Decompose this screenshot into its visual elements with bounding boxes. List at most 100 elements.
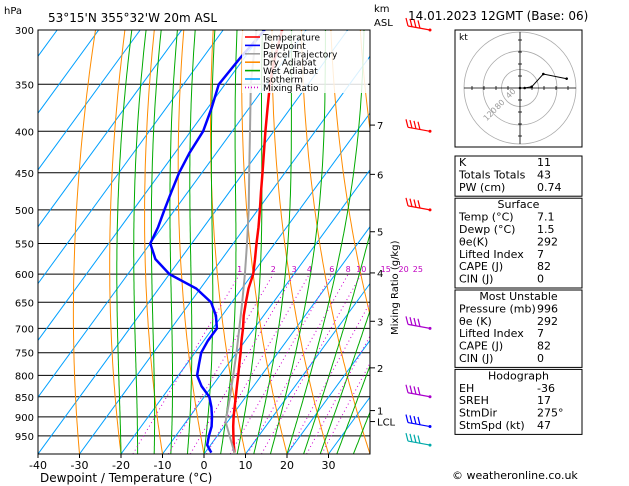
- mixing-ratio-line: [206, 273, 310, 454]
- wind-barb-feather: [413, 19, 417, 28]
- wind-barb: [405, 119, 432, 133]
- index-label: CIN (J): [459, 352, 493, 365]
- wet-adiabat-line: [336, 364, 370, 454]
- wind-barb-feather: [409, 415, 413, 424]
- wet-adiabat-line: [116, 30, 133, 454]
- index-value: 996: [537, 302, 558, 315]
- wind-barb-feather: [413, 415, 417, 425]
- temperature-tick-label: -30: [71, 459, 89, 472]
- index-label: Temp (°C): [458, 211, 514, 224]
- wind-barb-feather: [417, 416, 421, 426]
- legend-label: Isotherm: [263, 76, 303, 86]
- pressure-axis: 300 350 400 450 500 550 600 650 700 750 800 850 900 9…: [15, 26, 34, 443]
- dry-adiabat-line: [210, 30, 246, 454]
- index-value: 292: [537, 315, 558, 328]
- index-value: 292: [537, 235, 558, 248]
- indices-box: [454, 368, 583, 435]
- temperature-axis: -40 -30 -20 -10 0 10 20 30: [29, 454, 336, 472]
- index-value: 47: [537, 419, 551, 432]
- index-value: -36: [537, 382, 555, 395]
- wind-barb-dot: [428, 395, 432, 399]
- km-tick-label: 6: [377, 170, 383, 181]
- wet-adiabat-line: [253, 30, 293, 454]
- temperature-tick-label: -40: [29, 459, 47, 472]
- wind-barb-dot: [428, 129, 432, 133]
- mixing-ratio-label: 15: [381, 265, 391, 274]
- wet-adiabat-line: [150, 30, 162, 454]
- index-label: StmSpd (kt): [459, 419, 525, 432]
- index-label: CIN (J): [459, 273, 493, 286]
- wind-barb-feather: [405, 384, 409, 393]
- index-value: 11: [537, 156, 551, 169]
- index-value: 7.1: [537, 211, 555, 224]
- dry-adiabat-line: [300, 30, 370, 454]
- index-value: 0.74: [537, 181, 562, 194]
- index-label: Dewp (°C): [459, 223, 515, 236]
- indices-section-title: Most Unstable: [479, 290, 558, 303]
- isotherm-line: [286, 339, 370, 454]
- wet-adiabat-line: [133, 30, 147, 454]
- pressure-tick-label: 700: [15, 324, 34, 335]
- dry-adiabat-line: [109, 30, 126, 454]
- temperature-tick-label: 0: [201, 459, 208, 472]
- dry-adiabat-line: [144, 30, 163, 454]
- skewt-lines: [38, 30, 629, 454]
- dry-adiabat-line: [72, 30, 96, 454]
- index-label: CAPE (J): [459, 340, 503, 353]
- index-value: 7: [537, 248, 544, 261]
- index-value: 275°: [537, 407, 564, 420]
- mixing-ratio-label: 10: [356, 265, 366, 274]
- wet-adiabat-line: [169, 30, 178, 454]
- index-label: EH: [459, 382, 474, 395]
- hpa-unit-label: hPa: [4, 6, 22, 17]
- wet-adiabat-line: [286, 30, 365, 454]
- wind-barb: [405, 197, 432, 212]
- hodograph-point: [530, 85, 533, 89]
- pressure-tick-label: 800: [15, 371, 34, 382]
- wind-barb-feather: [417, 387, 421, 396]
- indices-box: [454, 155, 583, 197]
- wind-barb-dot: [428, 208, 432, 212]
- hodograph-point: [542, 72, 545, 76]
- mixing-ratio-label: 20: [399, 265, 409, 274]
- wind-barb-feather: [405, 414, 409, 423]
- wind-barb-feather: [417, 20, 421, 29]
- wind-barb-dot: [428, 326, 432, 330]
- index-label: Lifted Index: [459, 327, 524, 340]
- dewpoint-profile: [148, 30, 266, 454]
- hodograph-point: [523, 86, 526, 90]
- dry-adiabat-line: [359, 30, 370, 133]
- km-tick-label: 3: [377, 317, 383, 328]
- index-label: CAPE (J): [459, 260, 503, 273]
- mixing-ratio-line: [167, 273, 274, 454]
- wet-adiabat-line: [269, 30, 326, 454]
- wet-adiabat-line: [319, 309, 370, 454]
- wind-barb-feather: [405, 17, 409, 27]
- isotherm-line: [245, 282, 370, 454]
- dry-adiabat-line: [271, 30, 329, 454]
- mixing-ratio-label: 8: [346, 265, 351, 274]
- dry-adiabat-line: [330, 30, 370, 318]
- index-label: K: [459, 156, 467, 169]
- km-tick-label: 5: [377, 228, 383, 239]
- hodograph-point: [565, 77, 568, 80]
- mixing-ratio-label: 2: [271, 265, 276, 274]
- index-value: 1.5: [537, 223, 555, 236]
- wind-barbs: [405, 17, 432, 447]
- wind-barb: [405, 432, 432, 447]
- index-label: PW (cm): [459, 181, 505, 194]
- hodograph-point: [518, 86, 522, 90]
- temperature-tick-label: 10: [239, 459, 253, 472]
- wind-barb-feather: [405, 316, 409, 325]
- wind-barb: [405, 384, 432, 399]
- dry-adiabat-line: [596, 30, 629, 454]
- pressure-tick-label: 550: [15, 239, 34, 250]
- isotherm-line: [203, 225, 370, 454]
- wind-barb-dot: [428, 425, 432, 429]
- index-label: StmDir: [459, 407, 498, 420]
- pressure-tick-label: 600: [15, 270, 34, 281]
- wind-barb-dot: [428, 28, 432, 32]
- pressure-tick-label: 500: [15, 206, 34, 217]
